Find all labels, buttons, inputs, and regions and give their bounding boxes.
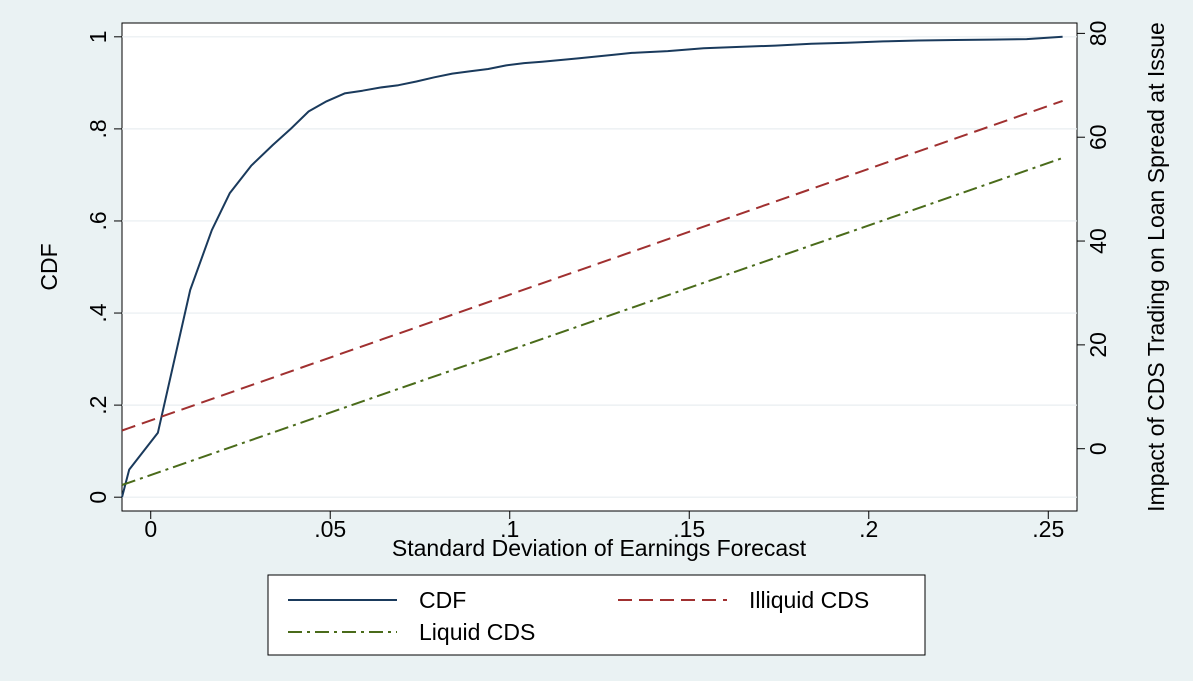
x-tick-label-0: 0	[144, 516, 157, 542]
y-left-tick-label-1: .2	[85, 396, 111, 415]
x-tick-label-4: .2	[859, 516, 878, 542]
y-left-tick-label-3: .6	[85, 211, 111, 230]
series-line-illiquid-cds	[121, 99, 1063, 432]
y-right-tick-label-3: 60	[1085, 124, 1111, 150]
y-right-tick-label-2: 40	[1085, 228, 1111, 254]
series-line-liquid-cds	[121, 157, 1063, 486]
y-axis-right-label: Impact of CDS Trading on Loan Spread at …	[1143, 22, 1169, 512]
y-left-tick-label-2: .4	[85, 303, 111, 322]
legend-box	[267, 574, 926, 656]
series-line-cdf	[121, 35, 1063, 498]
legend: CDF Illiquid CDS Liquid CDS	[267, 574, 926, 656]
x-tick-label-2: .1	[500, 516, 519, 542]
x-tick-label-5: .25	[1032, 516, 1064, 542]
plot-area	[121, 22, 1078, 512]
series-lines	[121, 35, 1063, 498]
y-left-tick-label-5: 1	[85, 30, 111, 43]
legend-label-cdf: CDF	[419, 587, 466, 613]
legend-label-illiquid: Illiquid CDS	[749, 587, 869, 613]
y-right-tick-label-0: 0	[1085, 442, 1111, 455]
y-right-tick-label-1: 20	[1085, 332, 1111, 358]
y-left-tick-label-4: .8	[85, 119, 111, 138]
legend-label-liquid: Liquid CDS	[419, 619, 535, 645]
y-left-tick-label-0: 0	[85, 491, 111, 504]
x-tick-label-3: .15	[673, 516, 705, 542]
gridlines	[122, 36, 1077, 498]
axes: 0 .2 .4 .6 .8 1 0 20 40 60 80 0 .05 .1 .15 .2 .25	[85, 21, 1111, 542]
y-right-tick-label-4: 80	[1085, 21, 1111, 47]
x-axis-label: Standard Deviation of Earnings Forecast	[392, 535, 807, 561]
y-axis-left-label: CDF	[36, 243, 62, 290]
x-tick-label-1: .05	[314, 516, 346, 542]
